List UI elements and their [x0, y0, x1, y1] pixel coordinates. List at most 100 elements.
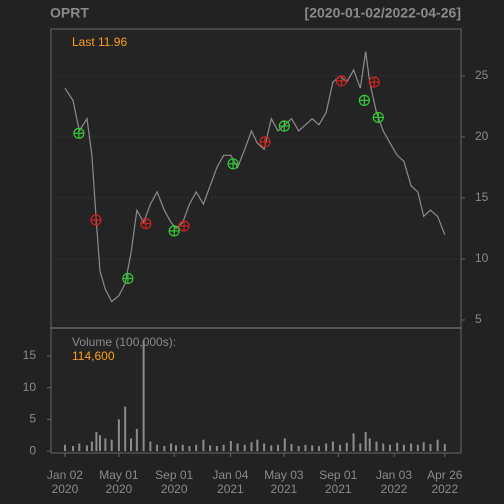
buy-signals: [227, 158, 239, 170]
volume-bar: [364, 432, 367, 452]
sell-signals: [259, 136, 271, 148]
x-tick-label: 2021: [271, 482, 298, 496]
volume-bar: [188, 446, 191, 452]
volume-bar: [297, 446, 300, 452]
volume-bar: [283, 438, 286, 452]
volume-bar: [170, 443, 173, 452]
volume-bar: [202, 439, 205, 452]
volume-bar: [72, 446, 75, 452]
volume-bar: [436, 439, 439, 452]
volume-bar: [85, 445, 88, 452]
volume-bar: [99, 435, 102, 452]
chart-subtitle: [2020-01-02/2022-04-26]: [305, 5, 461, 21]
buy-signals: [122, 272, 134, 285]
chart-title: OPRT: [50, 5, 89, 21]
volume-bar: [209, 445, 212, 452]
last-price: Last 11.96: [72, 35, 127, 49]
sell-signals: [335, 75, 348, 87]
volume-bar: [345, 442, 348, 452]
x-tick-label: 2022: [381, 482, 408, 496]
volume-bar: [243, 444, 246, 452]
volume-bar: [250, 442, 253, 452]
volume-bar: [215, 446, 218, 452]
volume-bar: [174, 445, 177, 452]
volume-bar: [156, 444, 159, 452]
volume-bar: [402, 444, 405, 452]
volume-bar: [277, 444, 280, 452]
volume-bar: [359, 443, 362, 452]
x-tick-label: Sep 01: [155, 468, 193, 482]
volume-bar: [290, 444, 293, 452]
volume-bar: [163, 446, 166, 452]
volume-bar: [375, 441, 378, 452]
x-tick-label: Jan 02: [47, 468, 83, 482]
volume-bar: [135, 428, 138, 452]
volume-bar: [416, 444, 419, 452]
volume-bar: [263, 443, 266, 452]
buy-signals: [278, 120, 290, 132]
volume-bar: [142, 340, 145, 452]
volume-bar: [331, 441, 334, 452]
volume-bar: [339, 444, 342, 452]
volume-bar: [229, 440, 232, 452]
volume-bar: [110, 439, 113, 452]
buy-signals: [358, 94, 370, 106]
volume-bar: [256, 439, 259, 452]
volume-bar: [270, 445, 273, 452]
y-tick-label: 10: [475, 251, 489, 265]
volume-bar: [104, 438, 107, 452]
volume-bar: [422, 442, 425, 452]
volume-bar: [63, 444, 66, 452]
volume-bar: [396, 442, 399, 452]
volume-bar: [117, 419, 120, 452]
volume-bar: [90, 441, 93, 452]
y-tick-label: 5: [475, 312, 482, 326]
sell-signals: [90, 214, 102, 226]
volume-bar: [304, 444, 307, 452]
volume-bar: [181, 444, 184, 452]
buy-signals: [372, 111, 384, 124]
volume-bar: [352, 433, 355, 452]
volume-bar: [382, 443, 385, 452]
volume-last: 114,600: [72, 349, 115, 363]
x-tick-label: Sep 01: [319, 468, 357, 482]
y-tick-label: 15: [475, 190, 489, 204]
buy-signals: [168, 225, 180, 237]
x-tick-label: 2021: [217, 482, 244, 496]
x-tick-label: May 01: [99, 468, 139, 482]
x-tick-label: 2020: [52, 482, 79, 496]
y-tick-label: 0: [29, 443, 36, 457]
volume-bar: [410, 443, 413, 452]
y-tick-label: 5: [29, 412, 36, 426]
volume-bar: [78, 443, 81, 452]
volume-bar: [124, 406, 127, 452]
y-tick-label: 25: [475, 68, 489, 82]
y-tick-label: 20: [475, 129, 489, 143]
volume-bar: [222, 444, 225, 452]
volume-bar: [311, 445, 314, 452]
y-tick-label: 15: [23, 348, 37, 362]
x-tick-label: 2022: [431, 482, 458, 496]
x-tick-label: 2020: [161, 482, 188, 496]
sell-signals: [140, 217, 152, 230]
volume-bar: [325, 443, 328, 452]
volume-bar: [429, 444, 432, 452]
x-tick-label: Jan 03: [376, 468, 412, 482]
volume-label: Volume (100,000s):: [72, 335, 176, 349]
x-tick-label: Jan 04: [212, 468, 248, 482]
volume-bar: [149, 441, 152, 452]
x-tick-label: May 03: [264, 468, 304, 482]
volume-bar: [368, 438, 371, 452]
volume-bar: [130, 438, 133, 452]
y-tick-label: 10: [23, 380, 37, 394]
plot-frame: [50, 28, 462, 454]
x-tick-label: 2020: [106, 482, 133, 496]
volume-bar: [236, 443, 239, 452]
sell-signals: [178, 220, 190, 232]
volume-bar: [388, 444, 391, 452]
volume-bar: [443, 444, 446, 452]
buy-signals: [73, 127, 85, 139]
volume-bar: [317, 446, 320, 452]
x-tick-label: 2021: [325, 482, 352, 496]
